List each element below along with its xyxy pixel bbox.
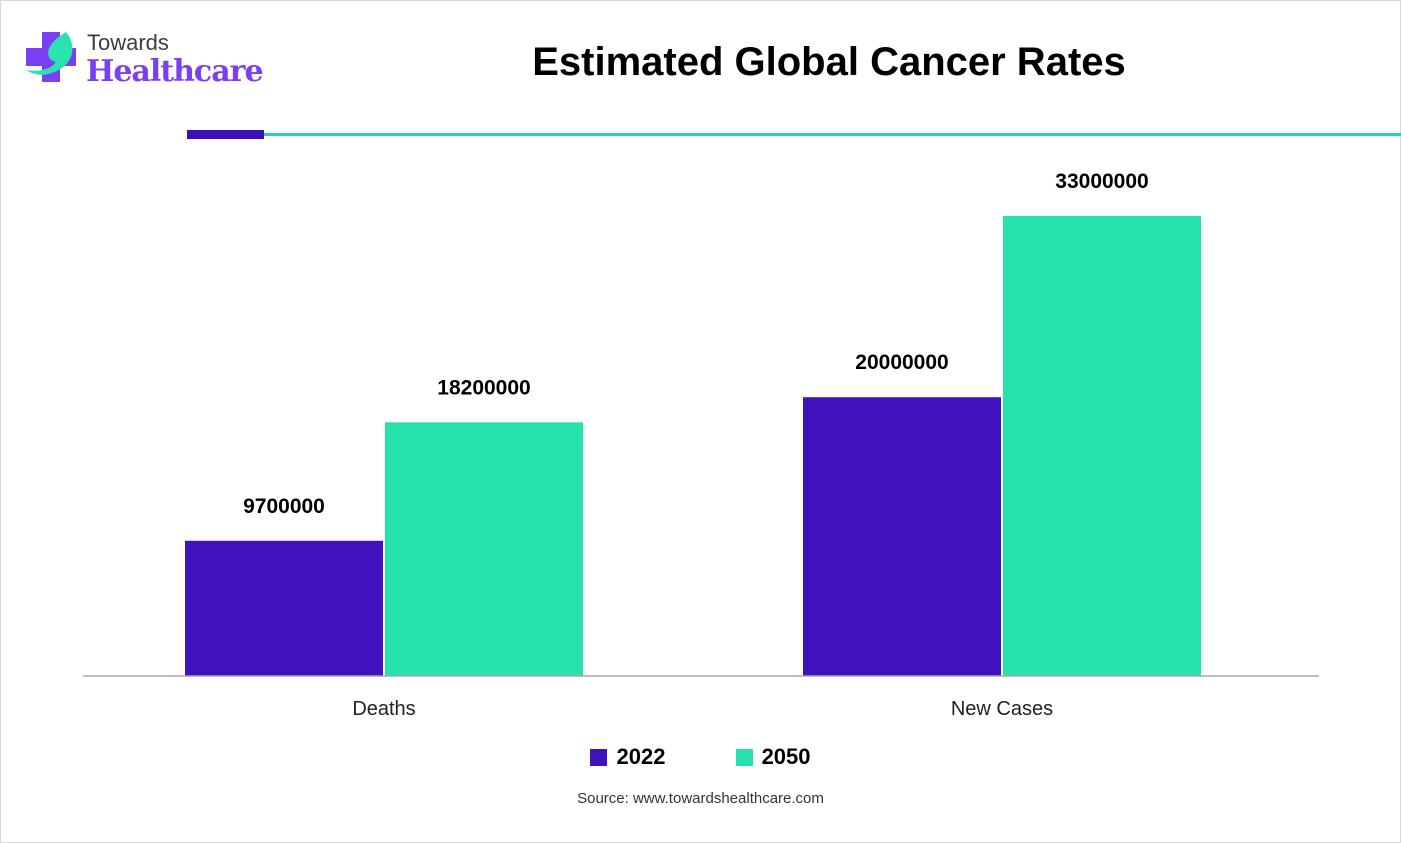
data-label-new-cases-2050: 33000000	[1055, 170, 1148, 193]
x-tick-label-deaths: Deaths	[352, 698, 415, 720]
title-rule	[264, 133, 1401, 136]
brand-name-line1: Towards	[87, 30, 169, 55]
bar-deaths-2022	[185, 540, 383, 676]
source-note: Source: www.towardshealthcare.com	[577, 790, 824, 807]
data-label-deaths-2022: 9700000	[243, 495, 325, 518]
bar-deaths-2050	[385, 422, 583, 676]
chart-title: Estimated Global Cancer Rates	[532, 40, 1126, 84]
legend-item-2050: 2050	[735, 744, 811, 770]
legend: 2022 2050	[0, 744, 1401, 772]
legend-label-2050: 2050	[761, 744, 811, 769]
legend-item-2022: 2022	[590, 744, 665, 770]
legend-swatch-2022	[590, 748, 608, 766]
data-label-new-cases-2022: 20000000	[855, 351, 948, 374]
brand-logo: Towards Healthcare	[26, 30, 266, 100]
medical-cross-leaf-icon	[26, 32, 76, 82]
x-tick-label-new-cases: New Cases	[951, 698, 1053, 720]
data-label-deaths-2050: 18200000	[437, 376, 530, 399]
title-rule-accent	[187, 130, 264, 139]
brand-name-line2: Healthcare	[86, 54, 264, 89]
legend-swatch-2050	[735, 748, 753, 766]
bar-new-cases-2022	[803, 397, 1001, 676]
legend-label-2022: 2022	[616, 744, 666, 769]
bar-new-cases-2050	[1003, 216, 1201, 676]
